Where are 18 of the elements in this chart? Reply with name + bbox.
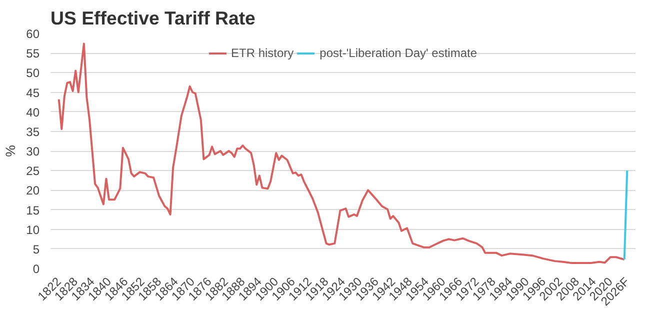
line-series — [58, 42, 626, 264]
y-tick-label: 40 — [26, 105, 40, 120]
y-tick-label: 50 — [26, 66, 40, 80]
y-tick-label: 20 — [26, 184, 40, 198]
y-tick-label: 30 — [26, 144, 40, 158]
y-tick-label: 15 — [26, 203, 40, 218]
y-tick-label: 45 — [26, 86, 40, 100]
y-tick-label: 55 — [26, 46, 40, 61]
legend-label: ETR history — [230, 46, 294, 60]
y-tick-label: 5 — [32, 242, 40, 256]
y-tick-label: 60 — [26, 27, 40, 41]
legend-label: post-'Liberation Day' estimate — [320, 46, 478, 60]
y-tick-label: 0 — [32, 262, 40, 276]
y-tick-label: 35 — [26, 124, 40, 139]
y-tick-label: 25 — [26, 164, 40, 178]
y-axis-title: % — [3, 144, 18, 157]
chart-title: US Effective Tariff Rate — [50, 8, 256, 28]
y-tick-label: 10 — [26, 222, 40, 237]
